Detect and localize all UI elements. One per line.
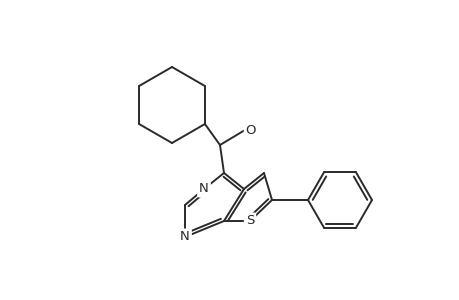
Text: S: S xyxy=(245,214,254,227)
Text: N: N xyxy=(180,230,190,244)
Text: O: O xyxy=(245,124,256,136)
Text: N: N xyxy=(199,182,208,196)
